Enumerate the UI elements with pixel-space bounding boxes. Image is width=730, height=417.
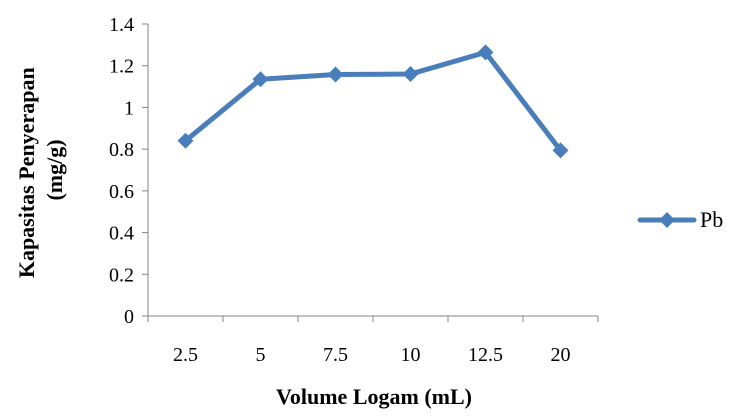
y-axis-title-line-2: (mg/g): [42, 139, 67, 200]
data-point-marker: [252, 71, 269, 88]
legend-label: Pb: [700, 207, 723, 232]
x-tick-label: 7.5: [323, 344, 348, 366]
y-tick-label: 0.4: [109, 223, 134, 245]
data-point-marker: [477, 44, 494, 61]
series-line: [183, 49, 563, 153]
x-tick-label: 12.5: [468, 344, 503, 366]
y-tick-label: 0.2: [109, 264, 134, 286]
data-point-marker: [402, 66, 419, 83]
legend-diamond-marker: [659, 212, 675, 228]
y-tick-label: 1.4: [109, 14, 134, 36]
x-tick-label: 20: [551, 344, 571, 366]
x-axis-ticks: 2.5 5 7.5 10 12.5 20: [147, 316, 599, 366]
y-axis-title: Kapasitas Penyerapan (mg/g): [14, 62, 67, 278]
legend: Pb: [637, 207, 723, 232]
y-tick-label: 0.8: [109, 139, 134, 161]
series-layer: [177, 44, 569, 159]
data-point-marker: [552, 142, 569, 159]
x-tick-label: 10: [401, 344, 421, 366]
y-tick-label: 0: [124, 306, 134, 328]
y-axis-ticks: 0 0.2 0.4 0.6 0.8 1 1.2 1.4: [109, 14, 148, 328]
y-tick-label: 0.6: [109, 181, 134, 203]
y-tick-label: 1: [124, 97, 134, 119]
y-axis-title-line-1: Kapasitas Penyerapan: [14, 67, 39, 278]
axes: [147, 24, 598, 317]
x-tick-label: 5: [256, 344, 266, 366]
x-axis-title: Volume Logam (mL): [276, 384, 472, 409]
x-tick-label: 2.5: [173, 344, 198, 366]
data-point-marker: [327, 66, 344, 83]
data-point-marker: [177, 132, 194, 149]
y-tick-label: 1.2: [109, 56, 134, 78]
